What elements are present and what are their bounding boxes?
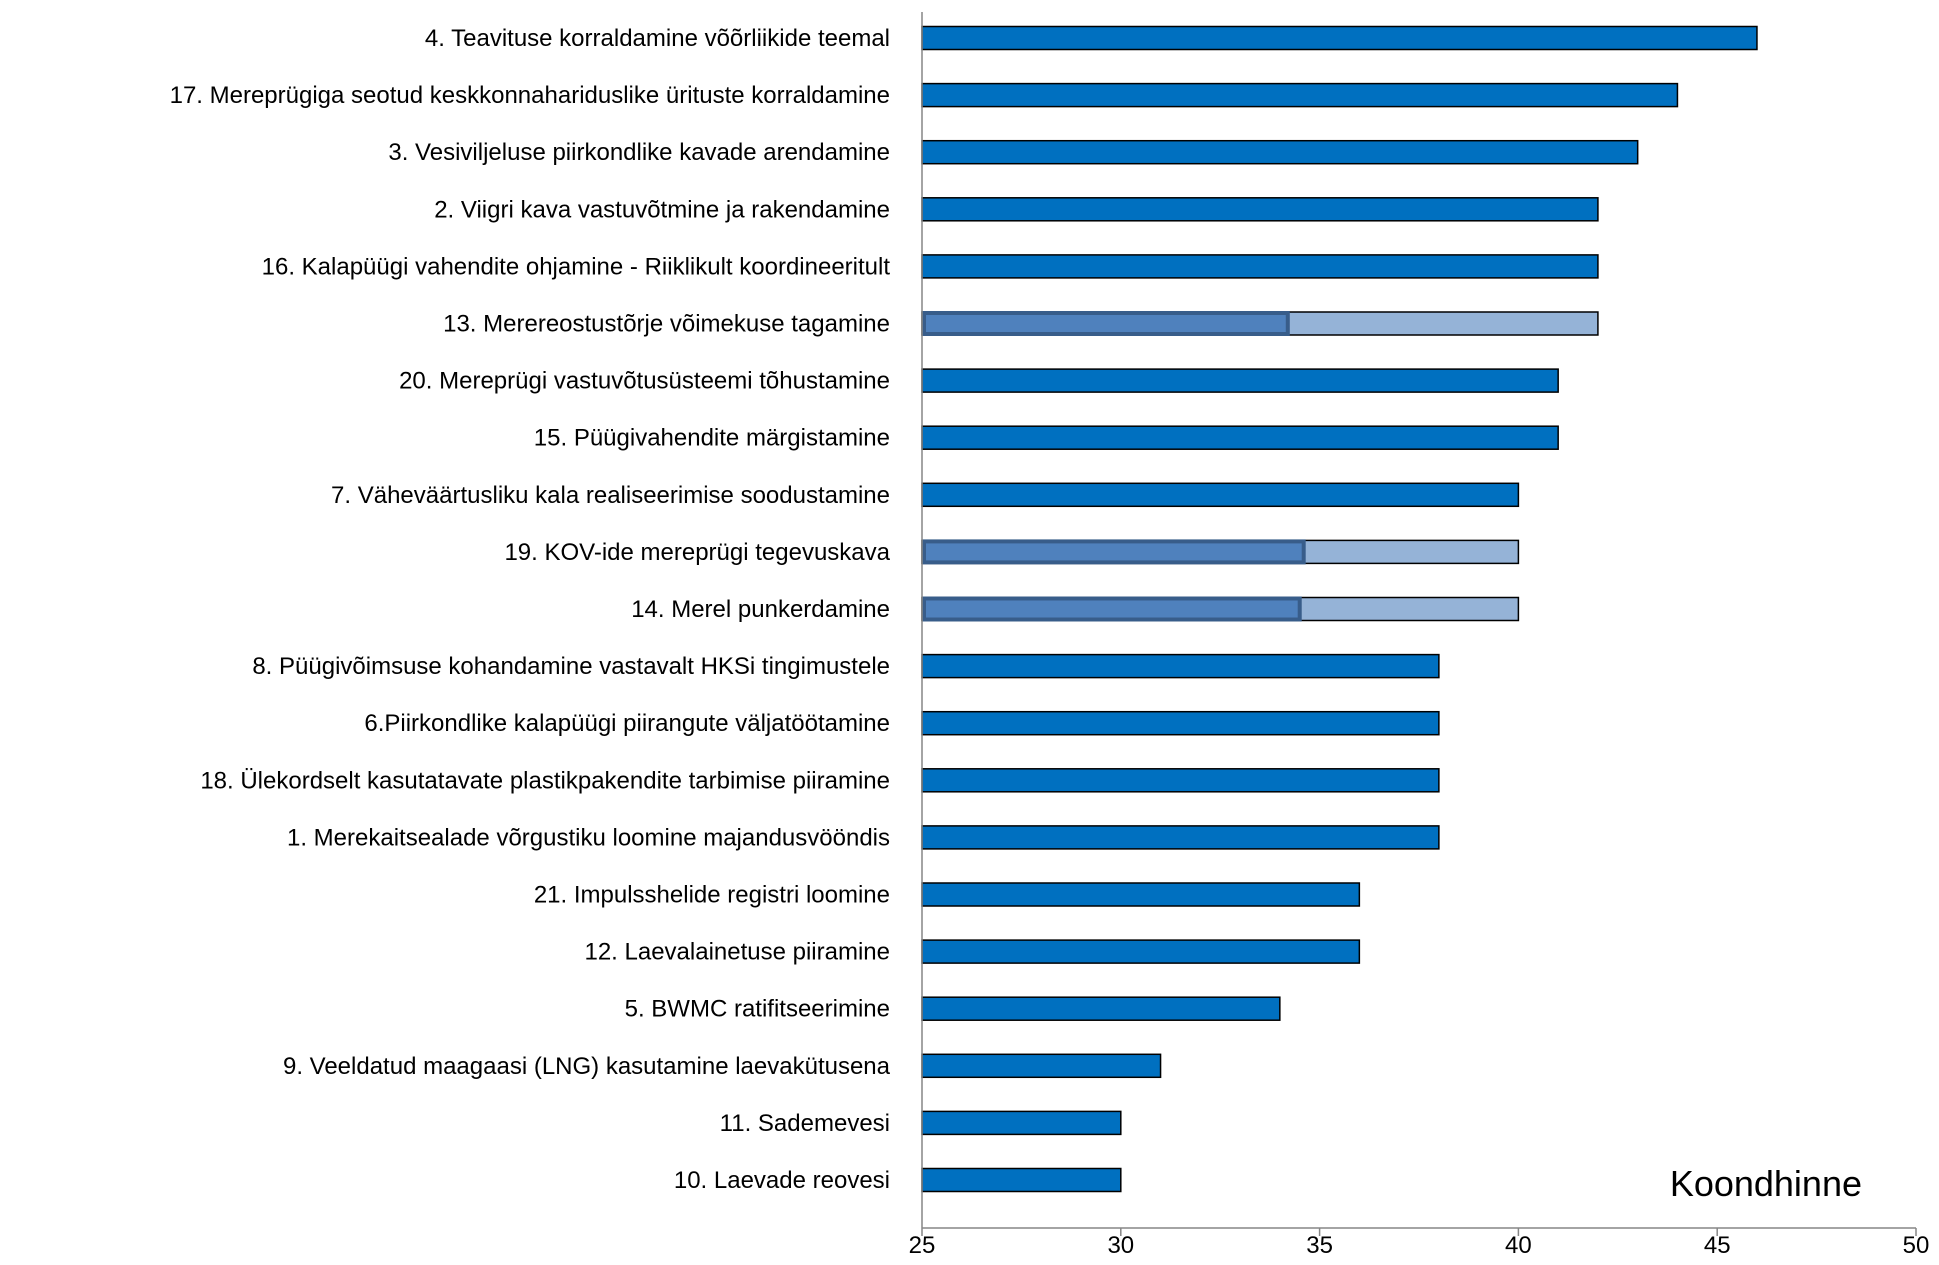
category-label-4: 2. Viigri kava vastuvõtmine ja rakendami… bbox=[434, 196, 890, 223]
category-label-11: 14. Merel punkerdamine bbox=[631, 596, 890, 623]
bar-8 bbox=[921, 425, 1559, 450]
bars-group bbox=[921, 25, 1758, 1193]
category-label-19: 9. Veeldatud maagaasi (LNG) kasutamine l… bbox=[283, 1053, 891, 1080]
category-label-3: 3. Vesiviljeluse piirkondlike kavade are… bbox=[388, 139, 890, 166]
bar-12 bbox=[921, 653, 1440, 679]
bar-16 bbox=[921, 882, 1361, 907]
bar-5 bbox=[921, 254, 1599, 279]
x-axis-title: Koondhinne bbox=[1670, 1163, 1862, 1204]
bar-1 bbox=[921, 25, 1758, 51]
bar-15 bbox=[921, 825, 1440, 850]
category-label-1: 4. Teavituse korraldamine võõrliikide te… bbox=[425, 25, 890, 52]
bar-17 bbox=[921, 939, 1361, 964]
category-label-8: 15. Püügivahendite märgistamine bbox=[534, 425, 890, 452]
bar-4 bbox=[921, 197, 1599, 222]
category-label-20: 11. Sademevesi bbox=[720, 1110, 890, 1137]
bar-14 bbox=[921, 768, 1440, 793]
bar-7 bbox=[921, 368, 1559, 393]
category-label-18: 5. BWMC ratifitseerimine bbox=[625, 996, 890, 1023]
category-label-2: 17. Mereprügiga seotud keskkonnaharidusl… bbox=[170, 82, 890, 109]
x-tick-label-25: 25 bbox=[909, 1232, 936, 1259]
x-tick-label-30: 30 bbox=[1107, 1232, 1134, 1259]
category-label-5: 16. Kalapüügi vahendite ohjamine - Riikl… bbox=[262, 253, 891, 280]
bar-18 bbox=[921, 996, 1281, 1021]
x-tick-label-45: 45 bbox=[1704, 1232, 1731, 1259]
x-tick-label-35: 35 bbox=[1306, 1232, 1333, 1259]
category-label-15: 1. Merekaitsealade võrgustiku loomine ma… bbox=[287, 824, 890, 851]
category-label-7: 20. Mereprügi vastuvõtusüsteemi tõhustam… bbox=[399, 368, 890, 395]
category-label-14: 18. Ülekordselt kasutatavate plastikpake… bbox=[200, 767, 890, 794]
category-label-17: 12. Laevalainetuse piiramine bbox=[584, 939, 890, 966]
bar-9 bbox=[921, 482, 1520, 508]
category-label-21: 10. Laevade reovesi bbox=[674, 1167, 890, 1194]
x-tick-label-40: 40 bbox=[1505, 1232, 1532, 1259]
bar-19 bbox=[921, 1053, 1162, 1079]
category-label-13: 6.Piirkondlike kalapüügi piirangute välj… bbox=[364, 710, 890, 737]
bar-2 bbox=[921, 82, 1679, 108]
inner-bar-6 bbox=[922, 311, 1290, 336]
bar-21 bbox=[921, 1167, 1122, 1193]
x-ticks-group: 25 30 35 40 45 50 bbox=[909, 1228, 1930, 1259]
category-label-12: 8. Püügivõimsuse kohandamine vastavalt H… bbox=[252, 653, 890, 680]
bar-3 bbox=[921, 139, 1639, 165]
inner-bar-10 bbox=[922, 539, 1306, 565]
bar-13 bbox=[921, 710, 1440, 736]
category-labels-group: 4. Teavituse korraldamine võõrliikide te… bbox=[170, 25, 891, 1194]
x-tick-label-50: 50 bbox=[1903, 1232, 1930, 1259]
category-label-10: 19. KOV-ide mereprügi tegevuskava bbox=[504, 539, 890, 566]
inner-bar-11 bbox=[922, 596, 1302, 622]
category-label-9: 7. Väheväärtusliku kala realiseerimise s… bbox=[331, 482, 890, 509]
bar-20 bbox=[921, 1110, 1122, 1136]
axes-group bbox=[921, 12, 1916, 1229]
category-label-6: 13. Merereostustõrje võimekuse tagamine bbox=[443, 311, 890, 338]
category-label-16: 21. Impulsshelide registri loomine bbox=[534, 882, 890, 909]
